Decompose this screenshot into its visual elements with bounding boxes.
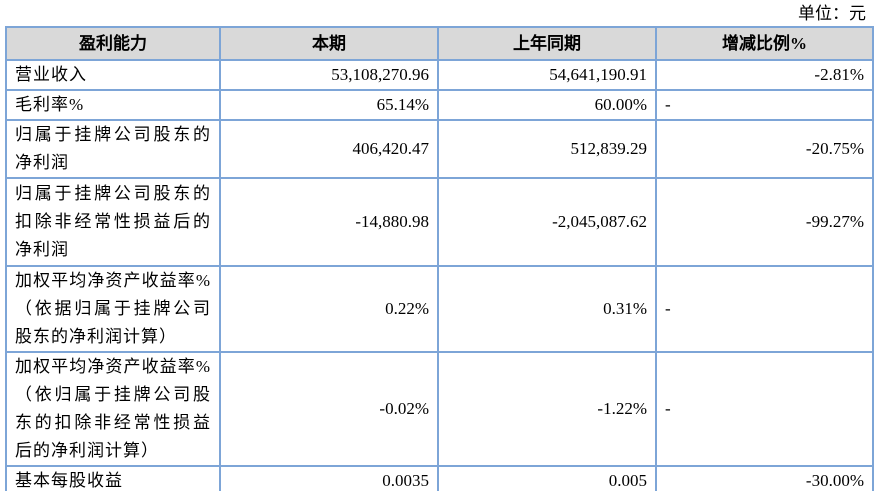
table-row-net-profit-excl-nonrecurring: 归属于挂牌公司股东的扣除非经常性损益后的净利润 -14,880.98 -2,04…	[5, 177, 874, 267]
table-row-gross-margin: 毛利率% 65.14% 60.00% -	[5, 89, 874, 121]
current-period-value: 53,108,270.96	[219, 59, 439, 91]
prior-period-value: 0.005	[437, 465, 657, 491]
row-label: 归属于挂牌公司股东的净利润	[5, 119, 221, 179]
change-ratio-value: -2.81%	[655, 59, 874, 91]
change-ratio-value: -	[655, 89, 874, 121]
change-ratio-value: -20.75%	[655, 119, 874, 179]
prior-period-value: -1.22%	[437, 351, 657, 467]
current-period-value: 0.0035	[219, 465, 439, 491]
prior-period-value: 60.00%	[437, 89, 657, 121]
prior-period-value: 0.31%	[437, 265, 657, 353]
current-period-value: -0.02%	[219, 351, 439, 467]
table-row-weighted-avg-roe-excl-nonrecurring: 加权平均净资产收益率%（依归属于挂牌公司股东的扣除非经常性损益后的净利润计算） …	[5, 351, 874, 467]
current-period-value: -14,880.98	[219, 177, 439, 267]
row-label: 归属于挂牌公司股东的扣除非经常性损益后的净利润	[5, 177, 221, 267]
col-header-prior-period: 上年同期	[437, 26, 657, 61]
change-ratio-value: -	[655, 265, 874, 353]
prior-period-value: 54,641,190.91	[437, 59, 657, 91]
table-row-net-profit: 归属于挂牌公司股东的净利润 406,420.47 512,839.29 -20.…	[5, 119, 874, 179]
row-label: 营业收入	[5, 59, 221, 91]
prior-period-value: 512,839.29	[437, 119, 657, 179]
col-header-change-ratio: 增减比例%	[655, 26, 874, 61]
profitability-table: 盈利能力 本期 上年同期 增减比例% 营业收入 53,108,270.96 54…	[5, 26, 874, 491]
row-label: 加权平均净资产收益率%（依据归属于挂牌公司股东的净利润计算）	[5, 265, 221, 353]
row-label: 基本每股收益	[5, 465, 221, 491]
row-label: 毛利率%	[5, 89, 221, 121]
table-row-basic-eps: 基本每股收益 0.0035 0.005 -30.00%	[5, 465, 874, 491]
current-period-value: 0.22%	[219, 265, 439, 353]
col-header-profitability: 盈利能力	[5, 26, 221, 61]
col-header-current-period: 本期	[219, 26, 439, 61]
table-row-operating-revenue: 营业收入 53,108,270.96 54,641,190.91 -2.81%	[5, 59, 874, 91]
change-ratio-value: -	[655, 351, 874, 467]
unit-label: 单位：元	[798, 4, 866, 23]
prior-period-value: -2,045,087.62	[437, 177, 657, 267]
change-ratio-value: -30.00%	[655, 465, 874, 491]
current-period-value: 406,420.47	[219, 119, 439, 179]
table-row-weighted-avg-roe: 加权平均净资产收益率%（依据归属于挂牌公司股东的净利润计算） 0.22% 0.3…	[5, 265, 874, 353]
row-label: 加权平均净资产收益率%（依归属于挂牌公司股东的扣除非经常性损益后的净利润计算）	[5, 351, 221, 467]
current-period-value: 65.14%	[219, 89, 439, 121]
change-ratio-value: -99.27%	[655, 177, 874, 267]
table-header-row: 盈利能力 本期 上年同期 增减比例%	[5, 26, 874, 61]
